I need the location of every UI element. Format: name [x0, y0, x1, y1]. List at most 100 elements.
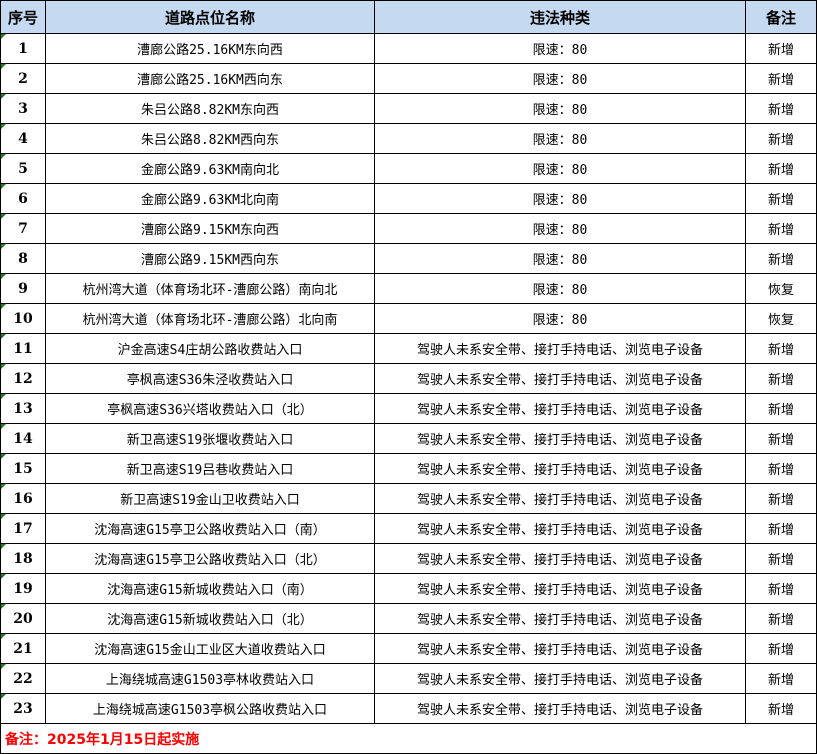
table-row: 14 新卫高速S19张堰收费站入口 驾驶人未系安全带、接打手持电话、浏览电子设备 新增: [0, 423, 817, 454]
cell-violation[interactable]: 驾驶人未系安全带、接打手持电话、浏览电子设备: [374, 453, 746, 484]
cell-remark[interactable]: 新增: [745, 393, 817, 424]
cell-violation[interactable]: 限速：80: [374, 123, 746, 154]
cell-seq[interactable]: 19: [0, 573, 46, 604]
cell-location[interactable]: 新卫高速S19吕巷收费站入口: [45, 453, 375, 484]
cell-seq[interactable]: 22: [0, 663, 46, 694]
cell-remark[interactable]: 新增: [745, 63, 817, 94]
cell-remark[interactable]: 新增: [745, 633, 817, 664]
table-row: 21 沈海高速G15金山工业区大道收费站入口 驾驶人未系安全带、接打手持电话、浏览电…: [0, 633, 817, 664]
cell-location[interactable]: 漕廊公路25.16KM西向东: [45, 63, 375, 94]
cell-seq[interactable]: 17: [0, 513, 46, 544]
cell-remark[interactable]: 新增: [745, 153, 817, 184]
cell-violation[interactable]: 驾驶人未系安全带、接打手持电话、浏览电子设备: [374, 363, 746, 394]
cell-violation[interactable]: 限速：80: [374, 213, 746, 244]
cell-location[interactable]: 亭枫高速S36兴塔收费站入口（北）: [45, 393, 375, 424]
cell-location[interactable]: 上海绕城高速G1503亭枫公路收费站入口: [45, 693, 375, 724]
cell-seq[interactable]: 11: [0, 333, 46, 364]
cell-seq[interactable]: 16: [0, 483, 46, 514]
table-row: 15 新卫高速S19吕巷收费站入口 驾驶人未系安全带、接打手持电话、浏览电子设备 新增: [0, 453, 817, 484]
table-body: 1 漕廊公路25.16KM东向西 限速：80 新增 2 漕廊公路25.16KM西向东 限速：…: [0, 33, 817, 724]
cell-location[interactable]: 沈海高速G15新城收费站入口（南）: [45, 573, 375, 604]
cell-violation[interactable]: 限速：80: [374, 273, 746, 304]
cell-location[interactable]: 亭枫高速S36朱泾收费站入口: [45, 363, 375, 394]
cell-location[interactable]: 沈海高速G15金山工业区大道收费站入口: [45, 633, 375, 664]
cell-location[interactable]: 沪金高速S4庄胡公路收费站入口: [45, 333, 375, 364]
cell-remark[interactable]: 新增: [745, 213, 817, 244]
cell-violation[interactable]: 驾驶人未系安全带、接打手持电话、浏览电子设备: [374, 663, 746, 694]
cell-violation[interactable]: 限速：80: [374, 63, 746, 94]
cell-location[interactable]: 朱吕公路8.82KM西向东: [45, 123, 375, 154]
cell-violation[interactable]: 限速：80: [374, 93, 746, 124]
cell-remark[interactable]: 新增: [745, 93, 817, 124]
cell-remark[interactable]: 新增: [745, 33, 817, 64]
cell-remark[interactable]: 新增: [745, 333, 817, 364]
cell-seq[interactable]: 3: [0, 93, 46, 124]
cell-seq[interactable]: 20: [0, 603, 46, 634]
cell-violation[interactable]: 限速：80: [374, 183, 746, 214]
cell-location[interactable]: 沈海高速G15亭卫公路收费站入口（南）: [45, 513, 375, 544]
cell-remark[interactable]: 新增: [745, 693, 817, 724]
table-row: 4 朱吕公路8.82KM西向东 限速：80 新增: [0, 123, 817, 154]
cell-violation[interactable]: 驾驶人未系安全带、接打手持电话、浏览电子设备: [374, 393, 746, 424]
cell-location[interactable]: 朱吕公路8.82KM东向西: [45, 93, 375, 124]
cell-violation[interactable]: 限速：80: [374, 33, 746, 64]
cell-remark[interactable]: 恢复: [745, 273, 817, 304]
cell-remark[interactable]: 新增: [745, 453, 817, 484]
cell-seq[interactable]: 15: [0, 453, 46, 484]
cell-violation[interactable]: 驾驶人未系安全带、接打手持电话、浏览电子设备: [374, 603, 746, 634]
cell-violation[interactable]: 驾驶人未系安全带、接打手持电话、浏览电子设备: [374, 693, 746, 724]
cell-seq[interactable]: 1: [0, 33, 46, 64]
cell-remark[interactable]: 恢复: [745, 303, 817, 334]
cell-location[interactable]: 漕廊公路9.15KM西向东: [45, 243, 375, 274]
cell-location[interactable]: 漕廊公路25.16KM东向西: [45, 33, 375, 64]
cell-location[interactable]: 新卫高速S19张堰收费站入口: [45, 423, 375, 454]
cell-violation[interactable]: 驾驶人未系安全带、接打手持电话、浏览电子设备: [374, 483, 746, 514]
cell-remark[interactable]: 新增: [745, 663, 817, 694]
cell-remark[interactable]: 新增: [745, 243, 817, 274]
cell-location[interactable]: 金廊公路9.63KM南向北: [45, 153, 375, 184]
cell-location[interactable]: 杭州湾大道（体育场北环-漕廊公路）南向北: [45, 273, 375, 304]
cell-violation[interactable]: 驾驶人未系安全带、接打手持电话、浏览电子设备: [374, 513, 746, 544]
cell-violation[interactable]: 限速：80: [374, 243, 746, 274]
cell-violation[interactable]: 驾驶人未系安全带、接打手持电话、浏览电子设备: [374, 543, 746, 574]
cell-remark[interactable]: 新增: [745, 483, 817, 514]
cell-violation[interactable]: 驾驶人未系安全带、接打手持电话、浏览电子设备: [374, 333, 746, 364]
table-row: 19 沈海高速G15新城收费站入口（南） 驾驶人未系安全带、接打手持电话、浏览电子设…: [0, 573, 817, 604]
cell-seq[interactable]: 6: [0, 183, 46, 214]
cell-seq[interactable]: 2: [0, 63, 46, 94]
cell-seq[interactable]: 7: [0, 213, 46, 244]
cell-seq[interactable]: 12: [0, 363, 46, 394]
cell-location[interactable]: 杭州湾大道（体育场北环-漕廊公路）北向南: [45, 303, 375, 334]
cell-seq[interactable]: 13: [0, 393, 46, 424]
cell-violation[interactable]: 驾驶人未系安全带、接打手持电话、浏览电子设备: [374, 633, 746, 664]
cell-seq[interactable]: 23: [0, 693, 46, 724]
cell-location[interactable]: 漕廊公路9.15KM东向西: [45, 213, 375, 244]
cell-violation[interactable]: 限速：80: [374, 303, 746, 334]
cell-violation[interactable]: 驾驶人未系安全带、接打手持电话、浏览电子设备: [374, 573, 746, 604]
cell-remark[interactable]: 新增: [745, 603, 817, 634]
cell-remark[interactable]: 新增: [745, 543, 817, 574]
cell-location[interactable]: 上海绕城高速G1503亭林收费站入口: [45, 663, 375, 694]
cell-location[interactable]: 金廊公路9.63KM北向南: [45, 183, 375, 214]
cell-seq[interactable]: 9: [0, 273, 46, 304]
cell-location[interactable]: 新卫高速S19金山卫收费站入口: [45, 483, 375, 514]
cell-violation[interactable]: 限速：80: [374, 153, 746, 184]
cell-remark[interactable]: 新增: [745, 423, 817, 454]
cell-remark[interactable]: 新增: [745, 123, 817, 154]
cell-seq[interactable]: 4: [0, 123, 46, 154]
cell-seq[interactable]: 10: [0, 303, 46, 334]
cell-seq[interactable]: 18: [0, 543, 46, 574]
cell-seq[interactable]: 5: [0, 153, 46, 184]
cell-seq[interactable]: 14: [0, 423, 46, 454]
cell-seq[interactable]: 21: [0, 633, 46, 664]
cell-remark[interactable]: 新增: [745, 573, 817, 604]
cell-violation[interactable]: 驾驶人未系安全带、接打手持电话、浏览电子设备: [374, 423, 746, 454]
cell-remark[interactable]: 新增: [745, 513, 817, 544]
cell-seq[interactable]: 8: [0, 243, 46, 274]
cell-location[interactable]: 沈海高速G15亭卫公路收费站入口（北）: [45, 543, 375, 574]
table-row: 12 亭枫高速S36朱泾收费站入口 驾驶人未系安全带、接打手持电话、浏览电子设备 新增: [0, 363, 817, 394]
cell-remark[interactable]: 新增: [745, 183, 817, 214]
cell-location[interactable]: 沈海高速G15新城收费站入口（北）: [45, 603, 375, 634]
cell-remark[interactable]: 新增: [745, 363, 817, 394]
table-row: 5 金廊公路9.63KM南向北 限速：80 新增: [0, 153, 817, 184]
